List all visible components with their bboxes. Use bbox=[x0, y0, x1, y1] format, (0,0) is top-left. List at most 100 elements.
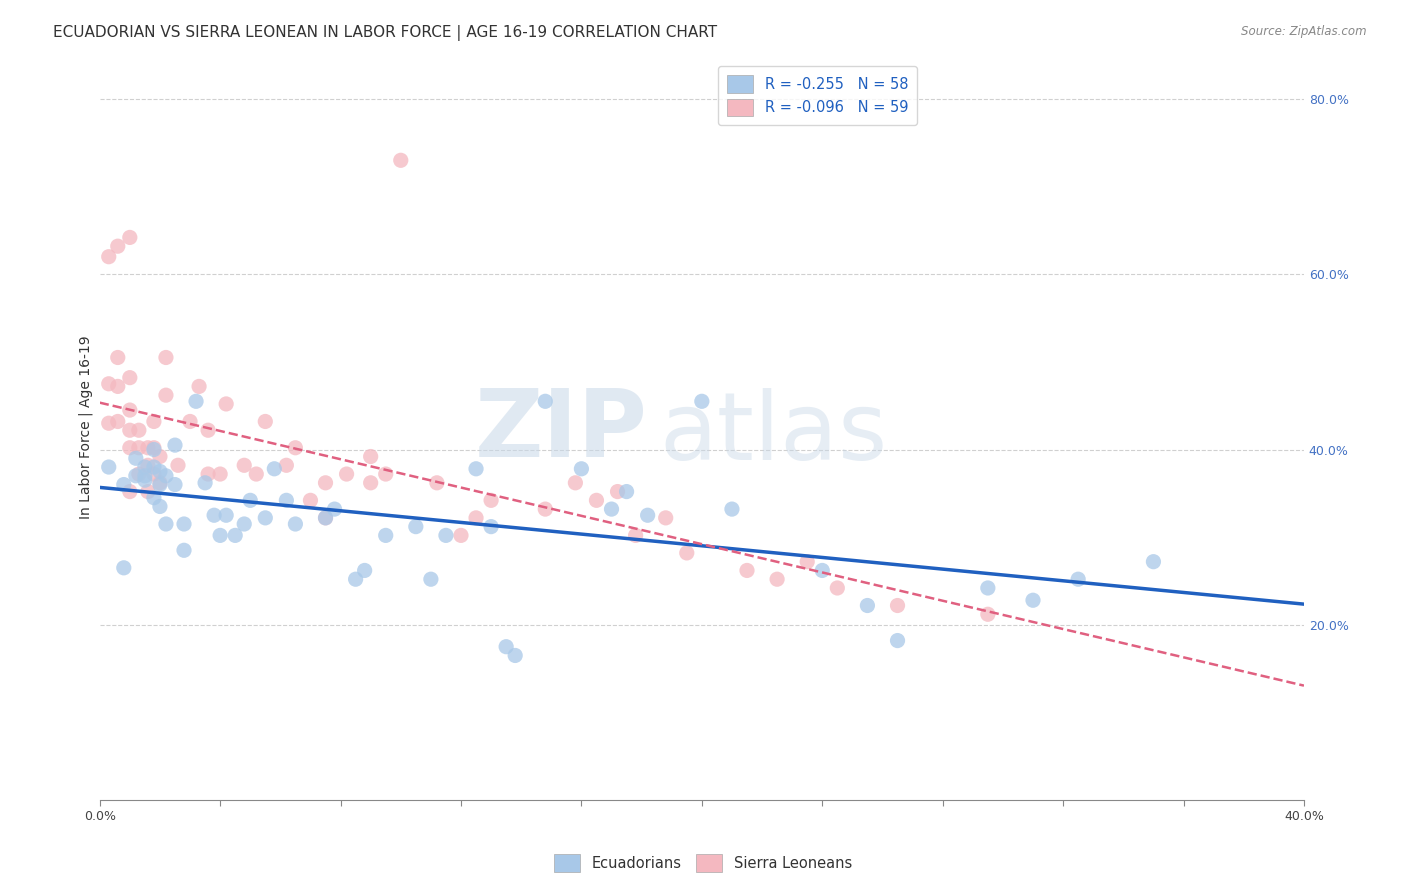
Point bbox=[503, 648, 526, 663]
Point bbox=[571, 462, 593, 476]
Point bbox=[977, 581, 1000, 595]
Point bbox=[276, 493, 298, 508]
Point bbox=[637, 508, 659, 523]
Legend: R = -0.255   N = 58, R = -0.096   N = 59: R = -0.255 N = 58, R = -0.096 N = 59 bbox=[718, 66, 917, 125]
Point bbox=[284, 441, 307, 455]
Point bbox=[434, 528, 457, 542]
Point bbox=[654, 511, 676, 525]
Point bbox=[155, 388, 177, 402]
Point bbox=[167, 458, 190, 473]
Point bbox=[600, 502, 623, 516]
Point bbox=[886, 599, 908, 613]
Point bbox=[534, 394, 557, 409]
Point bbox=[97, 250, 120, 264]
Point bbox=[107, 239, 129, 253]
Point bbox=[107, 351, 129, 365]
Point bbox=[136, 441, 159, 455]
Point bbox=[142, 467, 165, 481]
Point bbox=[585, 493, 607, 508]
Point bbox=[419, 572, 441, 586]
Point bbox=[426, 475, 449, 490]
Point bbox=[142, 441, 165, 455]
Point bbox=[827, 581, 849, 595]
Point bbox=[276, 458, 298, 473]
Point bbox=[194, 475, 217, 490]
Point bbox=[1022, 593, 1045, 607]
Point bbox=[856, 599, 879, 613]
Point bbox=[479, 519, 502, 533]
Text: ECUADORIAN VS SIERRA LEONEAN IN LABOR FORCE | AGE 16-19 CORRELATION CHART: ECUADORIAN VS SIERRA LEONEAN IN LABOR FO… bbox=[53, 25, 717, 41]
Text: Source: ZipAtlas.com: Source: ZipAtlas.com bbox=[1241, 25, 1367, 38]
Point bbox=[107, 414, 129, 428]
Point bbox=[149, 464, 172, 478]
Point bbox=[118, 370, 141, 384]
Point bbox=[675, 546, 697, 560]
Point bbox=[465, 511, 488, 525]
Point bbox=[188, 379, 211, 393]
Point bbox=[209, 467, 232, 481]
Point bbox=[163, 477, 186, 491]
Point bbox=[134, 460, 156, 475]
Point bbox=[624, 528, 647, 542]
Point bbox=[155, 468, 177, 483]
Point bbox=[97, 376, 120, 391]
Text: atlas: atlas bbox=[659, 387, 889, 480]
Point bbox=[465, 462, 488, 476]
Point bbox=[197, 467, 219, 481]
Point bbox=[374, 467, 396, 481]
Point bbox=[336, 467, 359, 481]
Point bbox=[374, 528, 396, 542]
Point bbox=[239, 493, 262, 508]
Y-axis label: In Labor Force | Age 16-19: In Labor Force | Age 16-19 bbox=[79, 335, 93, 519]
Point bbox=[97, 460, 120, 475]
Point bbox=[1067, 572, 1090, 586]
Point bbox=[315, 511, 337, 525]
Point bbox=[128, 441, 150, 455]
Point bbox=[118, 423, 141, 437]
Point bbox=[299, 493, 322, 508]
Point bbox=[254, 414, 277, 428]
Point bbox=[977, 607, 1000, 622]
Point bbox=[112, 561, 135, 575]
Point bbox=[479, 493, 502, 508]
Point bbox=[254, 511, 277, 525]
Point bbox=[155, 516, 177, 531]
Point bbox=[149, 477, 172, 491]
Point bbox=[128, 423, 150, 437]
Point bbox=[134, 468, 156, 483]
Point bbox=[118, 403, 141, 417]
Point bbox=[721, 502, 744, 516]
Point bbox=[534, 502, 557, 516]
Point bbox=[155, 351, 177, 365]
Point bbox=[149, 475, 172, 490]
Point bbox=[245, 467, 267, 481]
Point bbox=[136, 458, 159, 473]
Point bbox=[263, 462, 285, 476]
Point bbox=[315, 511, 337, 525]
Point bbox=[233, 516, 256, 531]
Point bbox=[450, 528, 472, 542]
Point bbox=[886, 633, 908, 648]
Point bbox=[495, 640, 517, 654]
Point bbox=[735, 564, 758, 578]
Point bbox=[134, 473, 156, 487]
Point bbox=[149, 450, 172, 464]
Point bbox=[209, 528, 232, 542]
Point bbox=[118, 484, 141, 499]
Point bbox=[215, 508, 238, 523]
Point bbox=[353, 564, 375, 578]
Point bbox=[142, 414, 165, 428]
Point bbox=[1142, 555, 1164, 569]
Point bbox=[405, 519, 427, 533]
Point bbox=[142, 491, 165, 505]
Text: ZIP: ZIP bbox=[475, 385, 648, 477]
Point bbox=[224, 528, 246, 542]
Point bbox=[149, 500, 172, 514]
Point bbox=[360, 475, 382, 490]
Point bbox=[197, 423, 219, 437]
Point bbox=[173, 543, 195, 558]
Point bbox=[360, 450, 382, 464]
Point bbox=[215, 397, 238, 411]
Point bbox=[118, 230, 141, 244]
Point bbox=[202, 508, 225, 523]
